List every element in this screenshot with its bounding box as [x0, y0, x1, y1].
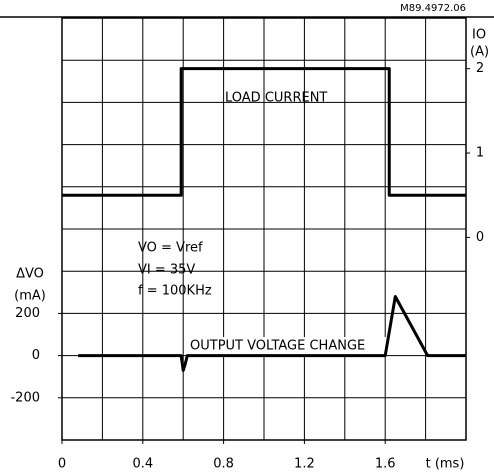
y-axis-label: ΔVO [16, 267, 44, 282]
y-tick-label: -200 [10, 390, 40, 405]
y2-tick-label: 2 [476, 61, 484, 76]
x-tick-label: 1.2 [294, 457, 315, 472]
y2-axis-label: IO [472, 28, 486, 43]
series-label: LOAD CURRENT [225, 91, 327, 106]
x-tick-label: 0.8 [213, 457, 234, 472]
y-tick-label: 200 [15, 306, 40, 321]
y2-tick-label: 1 [476, 146, 484, 161]
series-line [62, 67, 466, 197]
annotation: VI = 35V [138, 263, 195, 278]
series-line [78, 295, 466, 372]
y2-axis-unit: (A) [470, 45, 489, 60]
y-tick-label: 0 [32, 348, 40, 363]
y-axis-unit: (mA) [14, 289, 46, 304]
y2-tick-label: 0 [476, 230, 484, 245]
x-axis-label: t (ms) [426, 457, 465, 472]
grid [62, 18, 466, 440]
x-tick-label: 1.6 [375, 457, 396, 472]
annotation: f = 100KHz [138, 284, 212, 299]
figure-code: M89.4972.06 [400, 3, 466, 14]
annotation: VO = Vref [138, 241, 203, 256]
series-label: OUTPUT VOLTAGE CHANGE [190, 339, 365, 354]
label-background [186, 337, 386, 355]
plot-frame [61, 17, 467, 441]
x-tick-label: 0 [58, 457, 66, 472]
x-tick-label: 0.4 [132, 457, 153, 472]
